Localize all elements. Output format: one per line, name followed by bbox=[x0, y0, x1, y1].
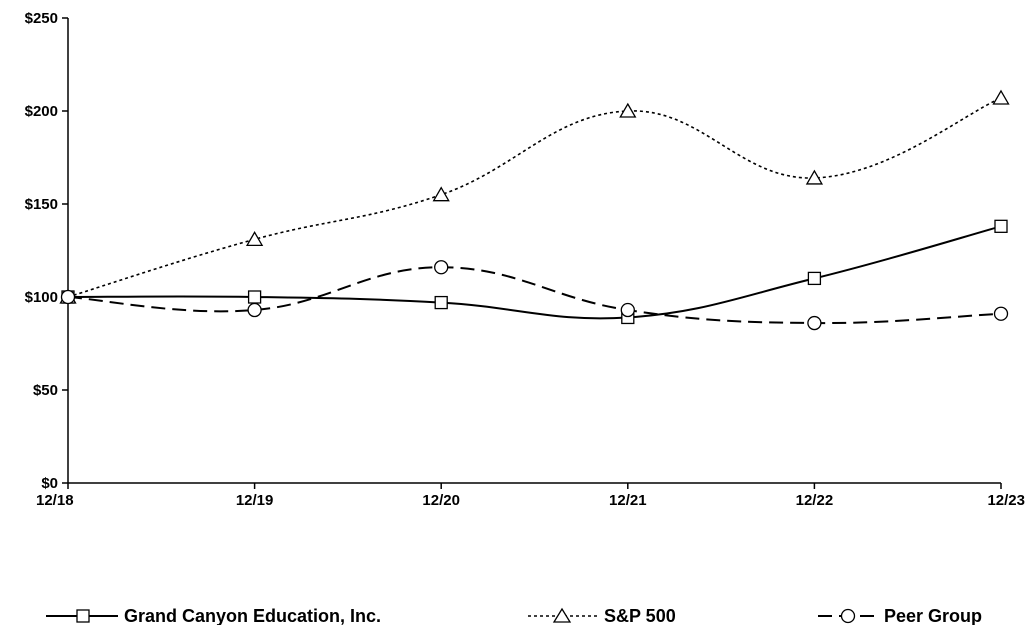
legend-label-grand-canyon: Grand Canyon Education, Inc. bbox=[124, 606, 381, 625]
x-tick-label: 12/21 bbox=[609, 492, 647, 509]
y-ticks: $0 $50 $100 $150 $200 $250 bbox=[25, 10, 68, 492]
series-markers bbox=[59, 89, 1010, 331]
legend-label-sp500: S&P 500 bbox=[604, 606, 676, 625]
data-point-circle bbox=[807, 315, 822, 331]
data-point-triangle bbox=[619, 102, 637, 118]
legend-marker-circle-icon bbox=[840, 608, 856, 624]
y-tick-label: $0 bbox=[41, 475, 58, 492]
y-axis: $0 $50 $100 $150 $200 $250 bbox=[25, 10, 69, 492]
x-ticks: 12/18 12/19 12/20 12/21 12/22 12/23 bbox=[36, 483, 1025, 509]
legend-marker-square-icon bbox=[76, 609, 90, 623]
legend-marker-triangle-icon bbox=[552, 607, 572, 623]
legend-item-sp500: S&P 500 bbox=[528, 606, 676, 625]
x-axis: 12/18 12/19 12/20 12/21 12/22 12/23 bbox=[36, 482, 1025, 509]
legend-item-peer-group: Peer Group bbox=[818, 606, 982, 625]
data-point-square bbox=[807, 271, 822, 286]
y-tick-label: $50 bbox=[33, 382, 58, 399]
data-point-circle bbox=[247, 302, 262, 318]
x-tick-label: 12/18 bbox=[36, 492, 74, 509]
y-tick-label: $250 bbox=[25, 10, 58, 27]
data-point-triangle bbox=[245, 231, 264, 246]
x-tick-label: 12/20 bbox=[422, 492, 460, 509]
y-tick-label: $150 bbox=[25, 196, 58, 213]
data-point-circle bbox=[993, 306, 1009, 321]
x-tick-label: 12/19 bbox=[236, 492, 274, 509]
data-point-square bbox=[434, 295, 448, 310]
legend-item-grand-canyon: Grand Canyon Education, Inc. bbox=[46, 606, 381, 625]
x-tick-label: 12/22 bbox=[796, 492, 834, 509]
data-point-triangle bbox=[805, 169, 824, 185]
y-tick-label: $200 bbox=[25, 103, 58, 120]
data-point-square bbox=[994, 219, 1008, 233]
data-point-circle bbox=[434, 260, 449, 275]
data-point-square bbox=[247, 290, 262, 304]
x-tick-label: 12/23 bbox=[987, 492, 1025, 509]
data-point-circle bbox=[620, 302, 635, 318]
data-point-circle bbox=[60, 289, 76, 305]
series-lines bbox=[67, 97, 1002, 325]
legend-label-peer-group: Peer Group bbox=[884, 606, 982, 625]
series-line-square bbox=[67, 225, 1002, 320]
data-point-triangle bbox=[992, 89, 1010, 105]
data-point-triangle bbox=[432, 186, 450, 202]
legend: Grand Canyon Education, Inc. S&P 500 Pee… bbox=[46, 606, 982, 625]
y-tick-label: $100 bbox=[25, 289, 58, 306]
series-line-circle bbox=[67, 266, 1002, 325]
